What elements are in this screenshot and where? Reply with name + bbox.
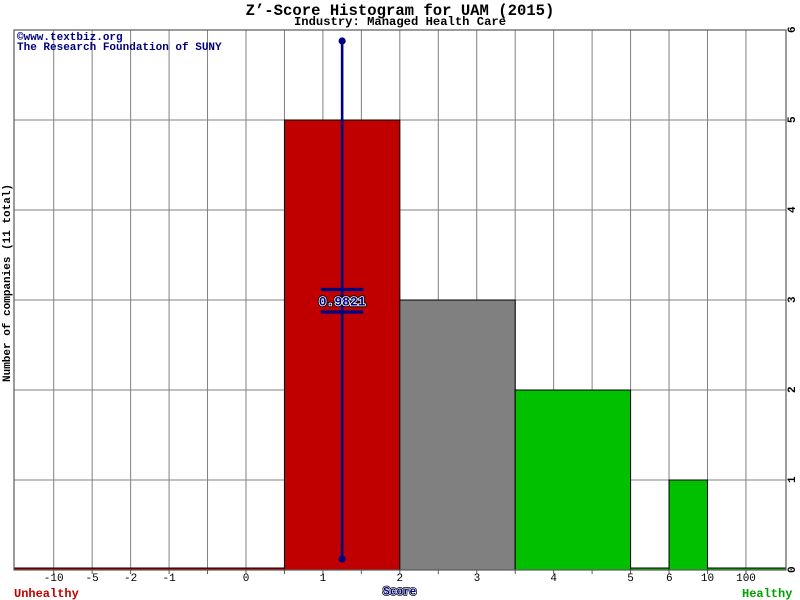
svg-text:0.9821: 0.9821 xyxy=(319,295,366,310)
svg-text:Score: Score xyxy=(383,587,416,599)
